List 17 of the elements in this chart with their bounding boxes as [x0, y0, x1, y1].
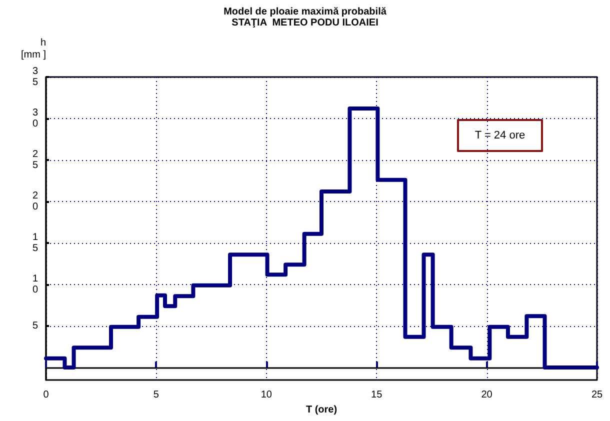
- chart-title: Model de ploaie maximă probabilă: [224, 6, 387, 18]
- y-tick-label: 2 0: [32, 190, 38, 213]
- y-tick-label: 1 0: [32, 274, 38, 296]
- y-tick-label: 3 5: [32, 66, 38, 88]
- x-axis-title: T (ore): [306, 404, 338, 416]
- x-tick-label: 15: [371, 390, 383, 400]
- y-axis-title: h [mm ]: [21, 38, 46, 60]
- x-tick-label: 0: [43, 390, 50, 400]
- x-tick-label: 10: [260, 390, 272, 400]
- x-tick-label: 25: [591, 390, 603, 400]
- y-tick-label: 1 5: [32, 232, 38, 254]
- chart-subtitle: STAŢIA METEO PODU ILOAIEI: [232, 18, 379, 28]
- y-tick-label: 5: [32, 320, 38, 332]
- x-tick-label: 20: [481, 390, 493, 400]
- y-tick-label: 2 5: [32, 149, 38, 172]
- x-tick-label: 5: [153, 390, 160, 400]
- y-tick-label: 3 0: [32, 108, 38, 130]
